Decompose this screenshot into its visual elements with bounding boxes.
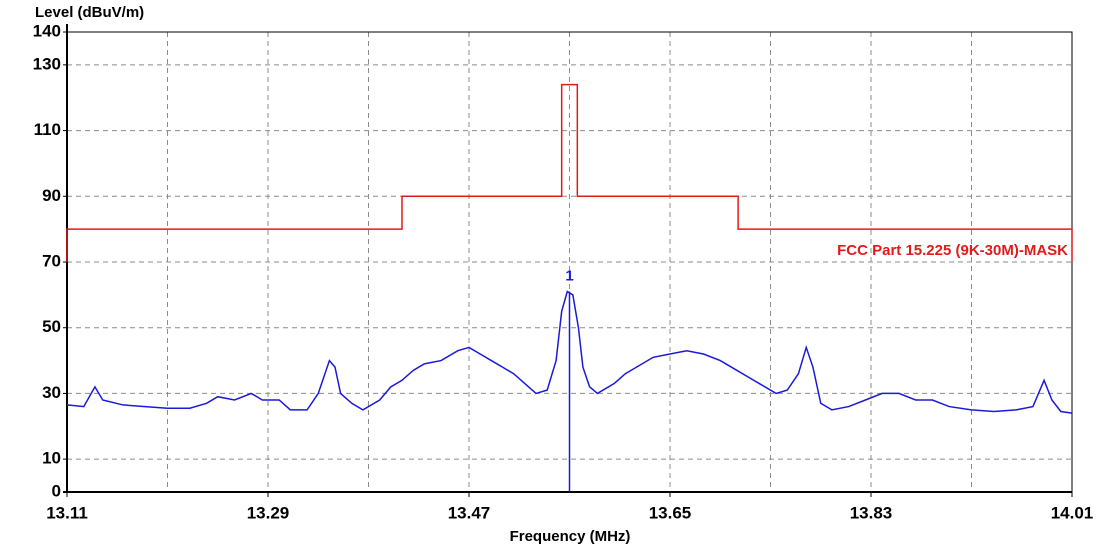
x-tick-label: 13.65	[649, 503, 692, 522]
marker-label: 1	[565, 268, 573, 285]
x-tick-label: 13.47	[448, 503, 491, 522]
x-tick-label: 13.29	[247, 503, 290, 522]
series-label: FCC Part 15.225 (9K-30M)-MASK	[837, 242, 1068, 259]
y-tick-label: 50	[42, 317, 61, 336]
y-axis-title: Level (dBuV/m)	[35, 4, 144, 21]
x-tick-label: 13.83	[850, 503, 893, 522]
y-tick-label: 110	[34, 120, 61, 139]
y-tick-label: 10	[42, 449, 61, 468]
y-tick-label: 90	[42, 186, 61, 205]
y-tick-label: 30	[42, 383, 61, 402]
series-line	[66, 83, 1073, 262]
x-axis-title: Frequency (MHz)	[510, 528, 631, 545]
y-tick-label: 0	[52, 481, 61, 500]
series-line	[66, 290, 1073, 414]
y-tick-label: 130	[33, 54, 61, 73]
y-tick-label: 140	[33, 21, 61, 40]
x-tick-label: 14.01	[1051, 503, 1094, 522]
y-tick-label: 70	[42, 251, 61, 270]
x-tick-label: 13.11	[46, 503, 88, 522]
